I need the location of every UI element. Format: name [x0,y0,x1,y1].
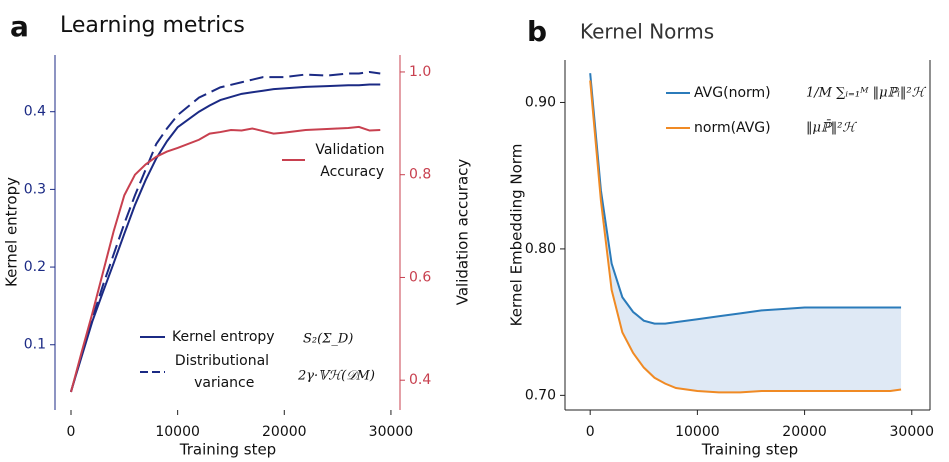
x-tick-label: 20000 [262,424,307,440]
data-line [589,80,902,394]
y-tick-label: 0.1 [24,337,46,353]
x-tick-label: 30000 [890,424,935,440]
x-tick-label: 20000 [782,424,827,440]
x-tick-label: 10000 [155,424,200,440]
panel-label: b [527,15,547,48]
annotation: S₂(Σ_D) [303,332,353,347]
annotation: ‖μℙ̄‖²ℋ [806,119,857,135]
y-tick-label: 0.4 [409,372,431,388]
data-line [70,125,381,393]
y-tick-label: 0.8 [409,167,431,183]
data-line [589,73,902,325]
data-line [70,83,381,392]
legend-label: Validation Accuracy [315,142,384,180]
x-tick-label: 0 [586,424,595,440]
y-tick-label: 0.2 [24,259,46,275]
y-tick-label: 0.80 [525,241,556,257]
panel-label: a [10,10,29,43]
y-axis-label: Kernel entropy [3,177,21,287]
legend-label: Distributional variance [175,353,269,391]
y2-axis-label: Validation accuracy [454,159,472,306]
chart-title: Learning metrics [60,13,245,38]
chart-title: Kernel Norms [580,20,714,44]
y-tick-label: 0.90 [525,94,556,110]
x-axis-label: Training step [701,441,798,459]
y-tick-label: 0.3 [24,181,46,197]
data-line [70,70,381,393]
fill-between [590,73,902,393]
legend-label: norm(AVG) [694,120,771,136]
legend-label: AVG(norm) [694,85,771,101]
y-tick-label: 0.70 [525,387,556,403]
x-axis-label: Training step [179,441,276,459]
y-tick-label: 1.0 [409,64,431,80]
x-tick-label: 10000 [675,424,720,440]
y-tick-label: 0.4 [24,104,46,120]
x-tick-label: 0 [67,424,76,440]
y-axis-label: Kernel Embedding Norm [508,144,526,327]
x-tick-label: 30000 [369,424,414,440]
annotation: 1/M ∑ᵢ₌₁ᴹ ‖μℙᵢ‖²ℋ [806,86,927,101]
y-tick-label: 0.6 [409,269,431,285]
annotation: 2γ·𝕍ℋ(𝒟M) [297,369,375,384]
legend-label: Kernel entropy [172,329,275,345]
